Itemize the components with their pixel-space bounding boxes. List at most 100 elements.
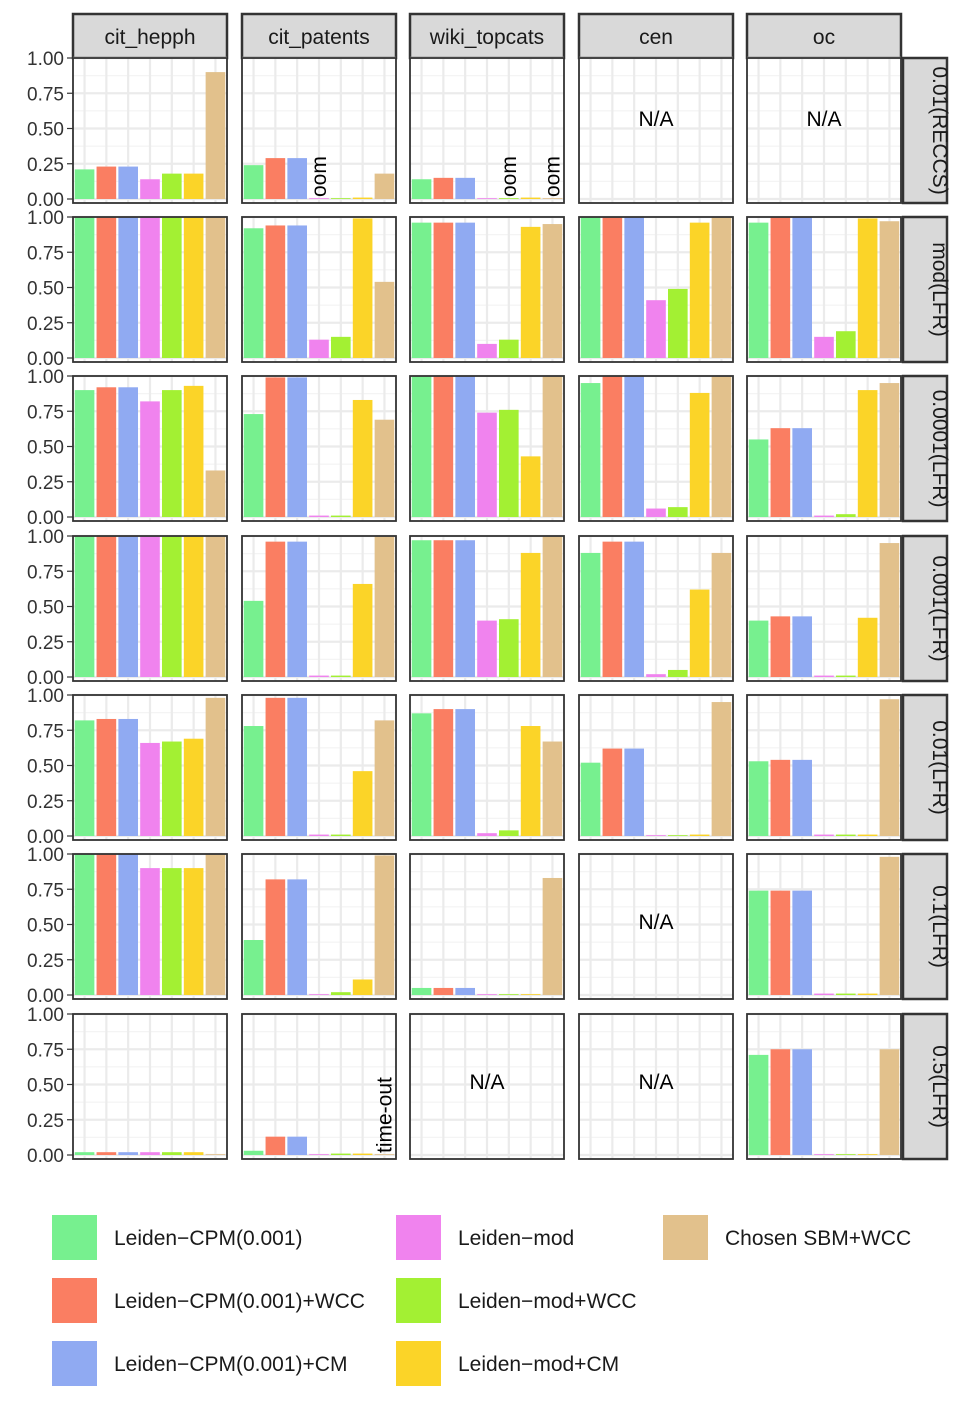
bar xyxy=(748,1054,769,1155)
bar xyxy=(879,221,900,358)
bar xyxy=(140,536,160,677)
row-strip-label: 0.001(LFR) xyxy=(928,555,951,661)
column-strip-label: oc xyxy=(813,26,835,49)
bar xyxy=(498,409,519,517)
bar xyxy=(711,552,732,677)
y-tick-label: 0.25 xyxy=(27,155,64,176)
bar xyxy=(352,1153,373,1155)
y-tick-label: 0.75 xyxy=(27,243,64,264)
bar xyxy=(477,343,497,358)
panel: N/A xyxy=(746,56,902,204)
bar xyxy=(265,697,286,836)
bar xyxy=(814,1154,834,1155)
panel-border xyxy=(578,694,734,841)
bar xyxy=(624,748,645,836)
bar xyxy=(624,376,645,517)
bar-annotation: time-out xyxy=(373,1077,396,1153)
y-tick-label: 0.75 xyxy=(27,721,64,742)
panel xyxy=(72,693,228,841)
panel-border xyxy=(241,1013,397,1160)
bar xyxy=(711,376,732,517)
y-tick-label: 0.25 xyxy=(27,633,64,654)
legend-label: Leiden−CPM(0.001)+WCC xyxy=(114,1290,365,1313)
bar xyxy=(374,281,395,358)
y-tick-label: 0.25 xyxy=(27,951,64,972)
bar xyxy=(667,507,688,517)
bar xyxy=(814,675,834,677)
bar xyxy=(498,198,519,199)
bar xyxy=(74,720,95,836)
na-label: N/A xyxy=(638,1071,673,1094)
bar xyxy=(770,217,791,358)
bar xyxy=(330,1153,351,1155)
y-tick-label: 1.00 xyxy=(27,686,64,707)
bar xyxy=(205,217,226,358)
bar xyxy=(374,419,395,517)
bar xyxy=(580,552,601,677)
bar xyxy=(309,994,329,995)
row-strip-label: 0.5(LFR) xyxy=(928,1045,951,1128)
bar xyxy=(792,616,813,677)
panel-border xyxy=(409,1013,565,1160)
row-strip-label: 0.1(LFR) xyxy=(928,885,951,968)
row-strip-label: 0.0001(LFR) xyxy=(928,390,951,508)
panel: oom xyxy=(241,56,397,204)
panel-border xyxy=(409,375,565,522)
panel xyxy=(241,852,397,1000)
y-tick-label: 0.50 xyxy=(27,598,64,619)
panel-border xyxy=(241,694,397,841)
bar xyxy=(352,771,373,836)
column-strip-label: cit_patents xyxy=(268,26,370,49)
bar xyxy=(835,675,856,677)
bar xyxy=(118,536,139,677)
panel-border xyxy=(241,535,397,682)
bar xyxy=(814,336,834,358)
legend-swatch xyxy=(396,1215,441,1260)
panel xyxy=(72,534,228,682)
y-tick-label: 0.50 xyxy=(27,120,64,141)
bar xyxy=(374,536,395,677)
bar xyxy=(161,390,182,517)
bar xyxy=(433,540,454,677)
panel-border xyxy=(241,853,397,1000)
panel-border xyxy=(578,1013,734,1160)
bar xyxy=(243,228,264,358)
panel xyxy=(409,374,565,522)
bar xyxy=(374,1154,395,1155)
bar xyxy=(580,383,601,517)
panel-border xyxy=(409,216,565,363)
bar xyxy=(205,470,226,517)
y-tick-label: 0.00 xyxy=(27,827,64,848)
bar xyxy=(770,1049,791,1155)
bar xyxy=(520,552,541,677)
y-tick-label: 0.25 xyxy=(27,792,64,813)
panel xyxy=(241,693,397,841)
column-strip xyxy=(577,12,735,60)
legend-item: Leiden−mod+CM xyxy=(396,1341,619,1386)
y-tick-label: 0.00 xyxy=(27,986,64,1007)
bar xyxy=(352,979,373,995)
bar xyxy=(602,217,623,358)
legend-label: Leiden−mod+CM xyxy=(458,1353,619,1376)
bar xyxy=(309,675,329,677)
bar xyxy=(330,515,351,517)
panel xyxy=(578,374,734,522)
legend-label: Leiden−CPM(0.001) xyxy=(114,1227,303,1250)
y-tick-label: 0.50 xyxy=(27,279,64,300)
bar xyxy=(352,399,373,517)
bar xyxy=(265,1136,286,1155)
y-tick-label: 0.75 xyxy=(27,880,64,901)
bar xyxy=(814,834,834,836)
bar xyxy=(118,854,139,995)
bar xyxy=(309,834,329,836)
bar xyxy=(243,600,264,677)
bar xyxy=(330,336,351,358)
panel xyxy=(746,215,902,363)
bar xyxy=(183,1152,204,1155)
bar xyxy=(140,217,160,358)
bar xyxy=(411,540,432,677)
bar xyxy=(602,748,623,836)
bar xyxy=(411,376,432,517)
panel-border xyxy=(241,57,397,204)
panel xyxy=(409,215,565,363)
